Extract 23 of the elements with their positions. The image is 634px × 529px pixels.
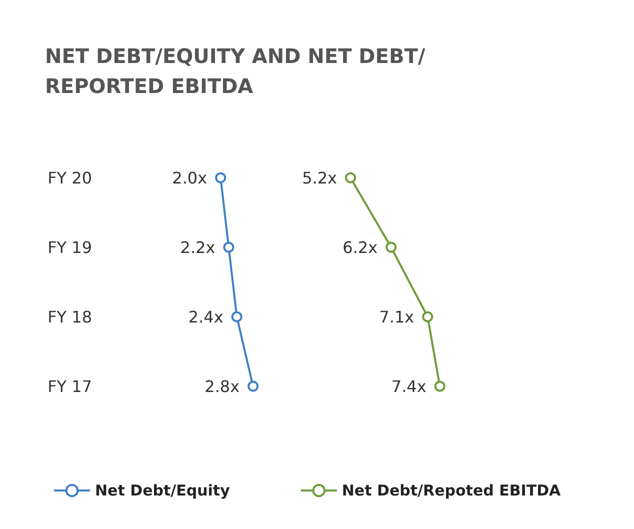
data-label: 2.0x <box>172 168 208 188</box>
point <box>215 172 226 184</box>
chart-title: NET DEBT/EQUITY AND NET DEBT/ REPORTED EBITDA <box>45 44 432 98</box>
data-label: 7.4x <box>391 376 426 396</box>
point <box>223 242 234 253</box>
y-tick-label: FY 17 <box>48 376 92 396</box>
data-label: 2.2x <box>180 238 216 257</box>
y-tick-label: FY 19 <box>48 238 92 257</box>
point <box>386 242 397 253</box>
point <box>345 172 356 184</box>
point <box>422 311 434 322</box>
data-label: 2.8x <box>204 376 240 396</box>
data-label: 7.1x <box>379 307 414 326</box>
data-label: 5.2x <box>302 168 337 188</box>
legend-label: Net Debt/Equity <box>95 482 230 500</box>
point <box>231 311 242 322</box>
y-tick-label: FY 18 <box>48 307 92 326</box>
data-label: 6.2x <box>342 238 378 257</box>
point <box>434 380 446 392</box>
data-label: 2.4x <box>188 307 224 326</box>
point <box>248 380 259 392</box>
legend-label: Net Debt/Repoted EBITDA <box>342 482 562 500</box>
y-tick-label: FY 20 <box>48 168 92 188</box>
